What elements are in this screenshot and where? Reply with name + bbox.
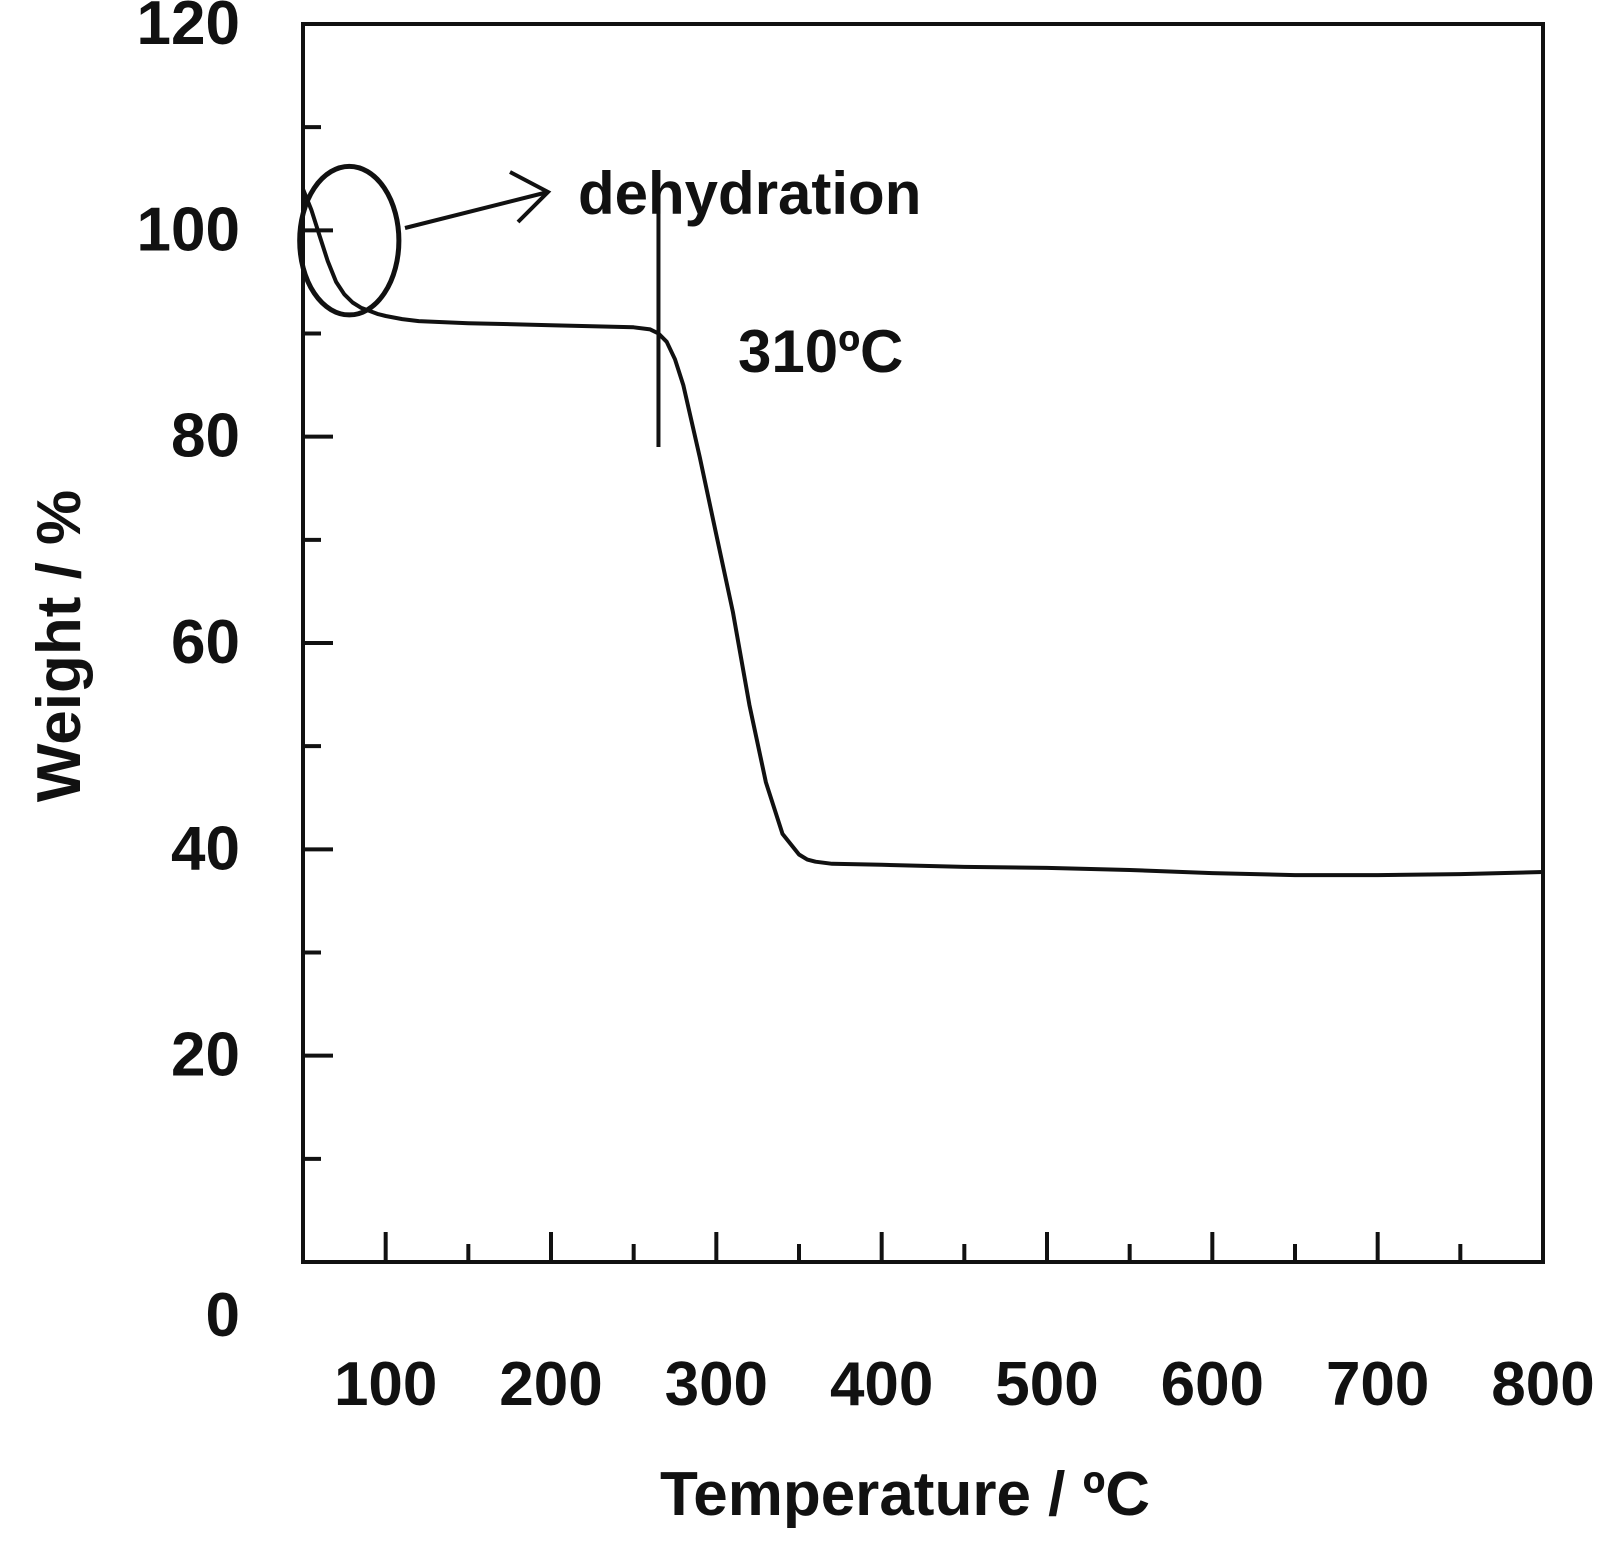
dehydration-arrow [404,190,549,230]
x-tick-label: 400 [830,1350,933,1419]
y-tick-label: 20 [171,1021,240,1090]
y-axis-title: Weight / % [25,490,94,802]
y-tick-label: 80 [171,402,240,471]
x-tick-label: 500 [995,1350,1098,1419]
series-line [301,188,1544,878]
x-tick-label: 600 [1161,1350,1264,1419]
y-tick-label: 40 [171,814,240,883]
y-tick-label: 100 [137,195,240,264]
axis-ticks [303,125,1463,1262]
plot-frame [301,22,1545,1264]
x-tick-label: 200 [499,1350,602,1419]
x-tick-label: 300 [665,1350,768,1419]
x-tick-label: 700 [1326,1350,1429,1419]
x-axis-title: Temperature / ºC [660,1460,1150,1529]
y-tick-label: 120 [137,0,240,58]
x-tick-label: 800 [1491,1350,1594,1419]
x-tick-label: 100 [334,1350,437,1419]
tick-labels: 100 200 300 400 500 600 700 800 0 20 40 60 80 100 120 [137,0,1595,1419]
dehydration-label: dehydration [578,160,921,227]
dehydration-ellipse [297,163,402,318]
dehydration-arrow-head [509,170,552,224]
onset-temperature-label: 310ºC [738,318,903,385]
y-tick-label: 60 [171,608,240,677]
y-tick-label: 0 [206,1281,240,1350]
plot-area [301,22,1545,1264]
annotations: dehydration 310ºC [297,160,921,447]
